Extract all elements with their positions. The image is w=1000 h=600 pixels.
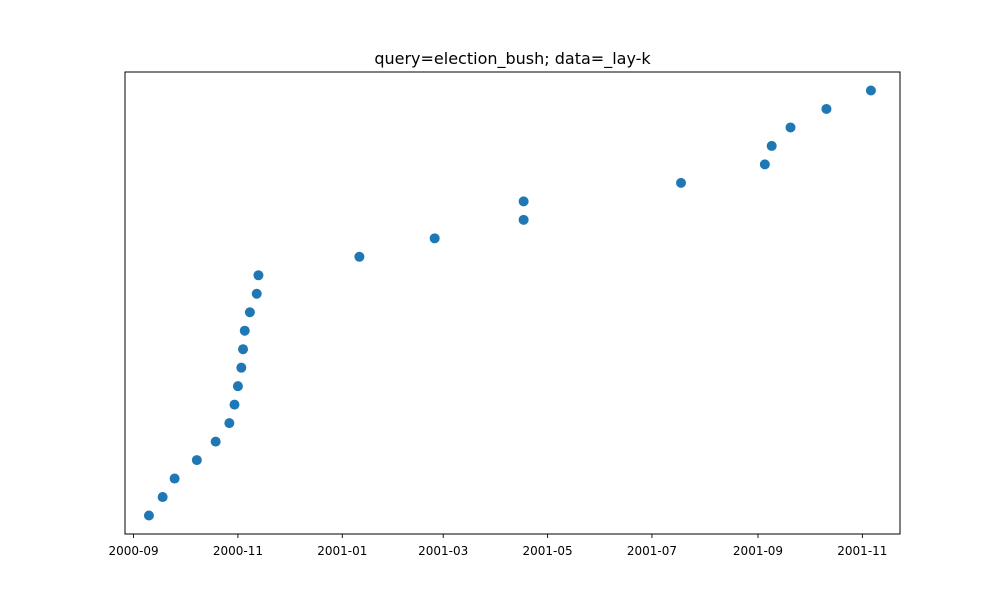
x-tick-label: 2001-07 bbox=[627, 544, 677, 558]
scatter-point bbox=[676, 177, 687, 188]
scatter-point bbox=[518, 196, 529, 207]
scatter-point bbox=[239, 325, 250, 336]
x-tick-label: 2001-09 bbox=[733, 544, 783, 558]
scatter-point bbox=[865, 85, 876, 96]
scatter-point bbox=[229, 399, 240, 410]
x-tick-label: 2001-01 bbox=[317, 544, 367, 558]
scatter-point bbox=[232, 381, 243, 392]
x-tick-label: 2000-09 bbox=[108, 544, 158, 558]
scatter-point bbox=[224, 418, 235, 429]
scatter-point bbox=[759, 159, 770, 170]
scatter-point bbox=[157, 492, 168, 503]
scatter-point bbox=[253, 270, 264, 281]
x-axis-ticks: 2000-09 2000-11 2001-01 2001-03 2001-05 2001-… bbox=[108, 534, 887, 558]
x-tick-label: 2000-11 bbox=[213, 544, 263, 558]
x-tick-label: 2001-05 bbox=[523, 544, 573, 558]
scatter-point bbox=[210, 436, 221, 447]
scatter-point bbox=[766, 140, 777, 151]
scatter-point bbox=[821, 103, 832, 114]
scatter-point bbox=[354, 251, 365, 262]
chart-title: query=election_bush; data=_lay-k bbox=[374, 49, 651, 69]
scatter-point bbox=[785, 122, 796, 133]
scatter-point bbox=[244, 307, 255, 318]
scatter-point bbox=[236, 362, 247, 373]
x-tick-label: 2001-03 bbox=[418, 544, 468, 558]
scatter-point bbox=[169, 473, 180, 484]
scatter-point bbox=[238, 344, 249, 355]
x-tick-label: 2001-11 bbox=[837, 544, 887, 558]
scatter-point bbox=[429, 233, 440, 244]
scatter-point bbox=[191, 455, 202, 466]
scatter-point bbox=[518, 214, 529, 225]
plot-area-frame bbox=[124, 71, 901, 535]
scatter-points bbox=[143, 85, 876, 521]
scatter-point bbox=[251, 288, 262, 299]
scatter-point bbox=[143, 510, 154, 521]
